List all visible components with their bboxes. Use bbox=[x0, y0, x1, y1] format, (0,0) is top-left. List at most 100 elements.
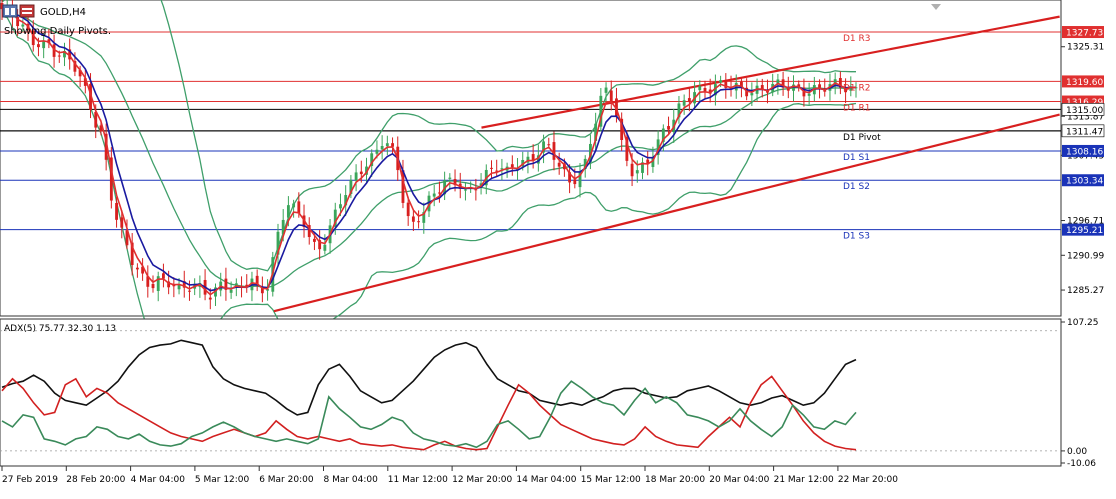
candle-body bbox=[370, 153, 374, 167]
candle-body bbox=[385, 143, 389, 147]
candle-body bbox=[333, 209, 337, 227]
candle-body bbox=[380, 146, 384, 150]
candle-body bbox=[52, 44, 56, 57]
candle-body bbox=[307, 225, 311, 238]
pivot-price-label: 1303.34 bbox=[1066, 177, 1103, 187]
candle-body bbox=[578, 172, 582, 188]
adx-panel-frame bbox=[0, 318, 1062, 467]
candle-body bbox=[849, 86, 853, 91]
candle-body bbox=[630, 163, 634, 177]
candle-body bbox=[682, 100, 686, 106]
time-tick-label: 4 Mar 04:00 bbox=[131, 475, 186, 485]
time-tick-label: 5 Mar 12:00 bbox=[195, 475, 250, 485]
candle-body bbox=[344, 195, 348, 206]
candle-body bbox=[594, 123, 598, 141]
candle-body bbox=[713, 84, 717, 96]
time-tick-label: 6 Mar 20:00 bbox=[259, 475, 314, 485]
candle-body bbox=[21, 24, 25, 27]
candle-body bbox=[37, 44, 40, 48]
candle-body bbox=[354, 172, 358, 181]
adx-lines bbox=[1, 339, 857, 451]
candle-body bbox=[349, 179, 353, 194]
candle-body bbox=[260, 287, 264, 294]
trendline[interactable] bbox=[273, 113, 1060, 313]
candle-body bbox=[182, 281, 186, 288]
pivot-label: D1 R3 bbox=[843, 34, 871, 44]
candle-body bbox=[214, 287, 217, 297]
candle-body bbox=[411, 216, 415, 222]
chart-header: GOLD,H4 Showing Daily Pivots. bbox=[2, 4, 941, 37]
candle-body bbox=[557, 162, 561, 167]
candle-body bbox=[130, 242, 134, 266]
candle-body bbox=[422, 212, 426, 223]
chart-shift-marker-icon[interactable] bbox=[931, 4, 941, 10]
candle-body bbox=[687, 98, 691, 102]
candle-body bbox=[625, 137, 629, 161]
candle-body bbox=[16, 17, 20, 27]
candle-body bbox=[167, 281, 171, 288]
candle-body bbox=[146, 276, 150, 287]
candle-body bbox=[844, 88, 848, 93]
candle-body bbox=[531, 154, 535, 161]
candle-body bbox=[437, 192, 441, 194]
candle-body bbox=[734, 82, 738, 91]
candle-body bbox=[464, 189, 467, 191]
adx-panel[interactable] bbox=[0, 318, 1062, 467]
candle-body bbox=[365, 166, 368, 175]
time-tick-label: 12 Mar 20:00 bbox=[452, 475, 512, 485]
pivot-lines bbox=[0, 31, 1061, 231]
pivot-price-label: 1316.29 bbox=[1066, 98, 1103, 108]
price-panel[interactable]: D1 R3 D1 R2 D1 R1 D1 Pivot D1 S1 D1 S2 D1 S3 bbox=[0, 0, 1062, 374]
candle-body bbox=[474, 189, 478, 191]
candle-body bbox=[615, 98, 618, 116]
adx-tick-label: -10.06 bbox=[1067, 459, 1096, 469]
candle-body bbox=[42, 40, 46, 49]
pivot-price-box bbox=[1062, 223, 1104, 236]
trendline[interactable] bbox=[481, 15, 1060, 129]
time-tick-label: 8 Mar 04:00 bbox=[324, 475, 379, 485]
candle-body bbox=[552, 142, 556, 160]
candle-body bbox=[83, 78, 87, 86]
candle-body bbox=[724, 81, 728, 88]
candle-body bbox=[495, 170, 499, 172]
time-tick-label: 15 Mar 12:00 bbox=[581, 475, 641, 485]
candle-body bbox=[677, 103, 681, 118]
adx-series-line bbox=[1, 375, 857, 451]
time-tick-label: 14 Mar 04:00 bbox=[516, 475, 576, 485]
bollinger-middle bbox=[1, 7, 857, 289]
candle-body bbox=[406, 202, 410, 217]
adx-tick-label: 107.25 bbox=[1067, 318, 1099, 328]
candle-body bbox=[432, 193, 436, 197]
candle-body bbox=[448, 177, 452, 179]
candle-body bbox=[740, 81, 743, 87]
candle-body bbox=[620, 118, 624, 140]
candle-body bbox=[708, 89, 712, 94]
candle-body bbox=[838, 78, 842, 88]
pivot-label: D1 Pivot bbox=[843, 133, 881, 143]
candle-body bbox=[781, 79, 785, 88]
candle-body bbox=[359, 171, 363, 175]
candle-body bbox=[635, 170, 639, 174]
candle-body bbox=[401, 170, 405, 203]
candle-body bbox=[703, 88, 707, 92]
candle-body bbox=[141, 266, 145, 274]
trendlines[interactable] bbox=[273, 15, 1060, 313]
candle-body bbox=[656, 139, 660, 156]
candle-body bbox=[542, 141, 545, 153]
time-tick-label: 28 Feb 20:00 bbox=[66, 475, 125, 485]
candle-body bbox=[162, 273, 165, 279]
candle-body bbox=[776, 79, 780, 85]
candle-body bbox=[417, 221, 421, 223]
candle-body bbox=[135, 267, 139, 270]
candle-body bbox=[313, 238, 316, 242]
candle-body bbox=[797, 84, 801, 88]
pivot-price-box bbox=[1062, 174, 1104, 187]
candle-body bbox=[318, 240, 322, 250]
time-tick-label: 20 Mar 04:00 bbox=[709, 475, 769, 485]
candle-body bbox=[188, 290, 191, 292]
candle-body bbox=[536, 155, 540, 164]
candle-body bbox=[208, 297, 212, 300]
pivot-price-label: 1327.73 bbox=[1066, 29, 1103, 39]
